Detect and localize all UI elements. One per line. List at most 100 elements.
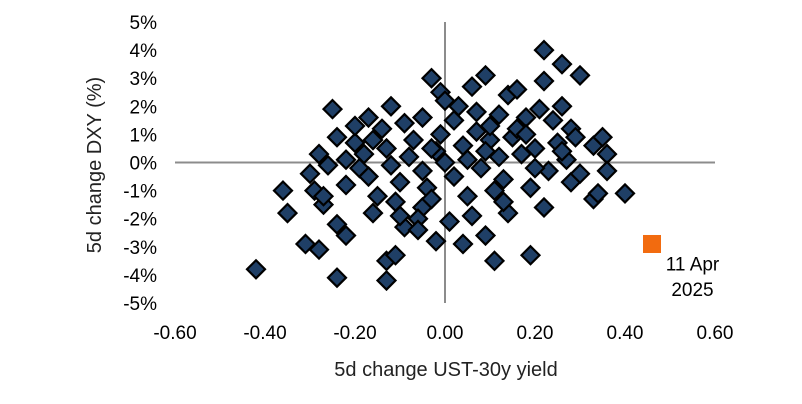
y-tick-label: -1% <box>123 182 157 203</box>
annotation-label: 11 Apr <box>666 255 720 276</box>
data-point <box>461 76 483 98</box>
data-point <box>389 205 411 227</box>
data-point <box>344 132 366 154</box>
data-point <box>474 140 497 162</box>
data-point <box>344 115 366 137</box>
data-point <box>591 126 614 148</box>
data-point <box>519 177 542 199</box>
x-tick-label: -0.60 <box>153 323 196 344</box>
annotation-label: 2025 <box>671 280 713 301</box>
data-point <box>384 244 407 266</box>
data-point <box>465 101 488 123</box>
data-point <box>276 202 299 224</box>
data-point <box>569 163 591 185</box>
data-point <box>393 112 416 134</box>
data-point <box>420 67 443 89</box>
x-axis-ticks: -0.60 -0.40 -0.20 0.00 0.20 0.40 0.60 <box>153 323 733 344</box>
data-point <box>461 205 483 227</box>
data-point <box>551 95 573 117</box>
y-tick-label: -2% <box>123 210 157 231</box>
data-point <box>488 104 510 126</box>
y-axis-ticks: 5% 4% 3% 2% 1% 0% -1% -2% -3% -4% -5% <box>123 13 157 315</box>
y-tick-label: 1% <box>130 125 158 146</box>
y-tick-label: -3% <box>123 238 157 259</box>
data-point <box>456 149 479 171</box>
data-point <box>366 185 389 207</box>
data-point <box>371 118 393 140</box>
data-point <box>420 137 443 160</box>
data-point <box>434 151 456 174</box>
data-point <box>308 143 330 165</box>
annotations: 11 Apr 2025 <box>666 255 720 301</box>
data-point <box>524 137 546 160</box>
data-point <box>438 210 461 233</box>
y-axis-title: 5d change DXY (%) <box>84 77 106 253</box>
data-point <box>326 267 348 289</box>
data-point <box>447 95 470 117</box>
data-point <box>357 165 380 188</box>
data-point <box>587 182 609 204</box>
data-point <box>524 157 546 179</box>
data-point <box>335 149 357 171</box>
data-point <box>474 225 497 247</box>
data-point <box>312 185 335 207</box>
y-tick-label: 2% <box>130 97 158 118</box>
data-point <box>569 64 591 86</box>
data-point <box>551 53 573 75</box>
data-point <box>272 180 294 202</box>
y-tick-label: 3% <box>130 69 158 90</box>
data-point <box>326 213 348 235</box>
data-point <box>429 123 452 145</box>
y-tick-label: 4% <box>130 41 158 62</box>
data-point <box>308 239 330 261</box>
data-point <box>519 244 542 266</box>
x-tick-label: 0.40 <box>607 323 644 344</box>
data-point <box>335 225 357 247</box>
data-point <box>492 191 515 213</box>
data-point <box>245 258 267 280</box>
x-tick-label: 0.20 <box>517 323 554 344</box>
data-point <box>470 157 492 179</box>
data-point <box>551 140 573 162</box>
x-tick-label: 0.00 <box>427 323 464 344</box>
data-point <box>317 154 339 176</box>
data-point <box>443 165 465 188</box>
highlight-point <box>643 234 661 253</box>
data-point <box>596 160 618 182</box>
data-point <box>533 70 555 92</box>
x-axis-title: 5d change UST-30y yield <box>334 359 557 381</box>
data-point <box>483 250 506 272</box>
y-tick-label: -4% <box>123 266 157 287</box>
data-point <box>533 39 555 61</box>
data-point <box>452 233 474 255</box>
data-points <box>245 39 661 292</box>
data-point <box>380 95 402 117</box>
data-point <box>411 160 434 182</box>
y-tick-label: 5% <box>130 13 158 34</box>
data-point <box>533 196 555 219</box>
data-point <box>321 98 344 120</box>
x-tick-label: -0.40 <box>243 323 286 344</box>
data-point <box>474 64 497 86</box>
data-point <box>614 182 636 204</box>
data-point <box>528 98 551 120</box>
data-point <box>564 126 587 148</box>
data-point <box>542 109 564 131</box>
data-point <box>357 106 380 129</box>
data-point <box>389 171 411 193</box>
data-point <box>375 137 398 160</box>
data-point <box>362 202 384 224</box>
data-point <box>407 219 429 241</box>
data-point <box>420 188 443 210</box>
data-point <box>479 115 501 137</box>
data-point <box>456 185 479 207</box>
data-point <box>506 78 528 100</box>
x-tick-label: -0.20 <box>333 323 376 344</box>
data-point <box>380 154 402 176</box>
data-point <box>375 269 398 292</box>
data-point <box>335 174 357 196</box>
data-point <box>402 129 425 151</box>
data-point <box>299 163 321 185</box>
data-point <box>411 106 434 129</box>
